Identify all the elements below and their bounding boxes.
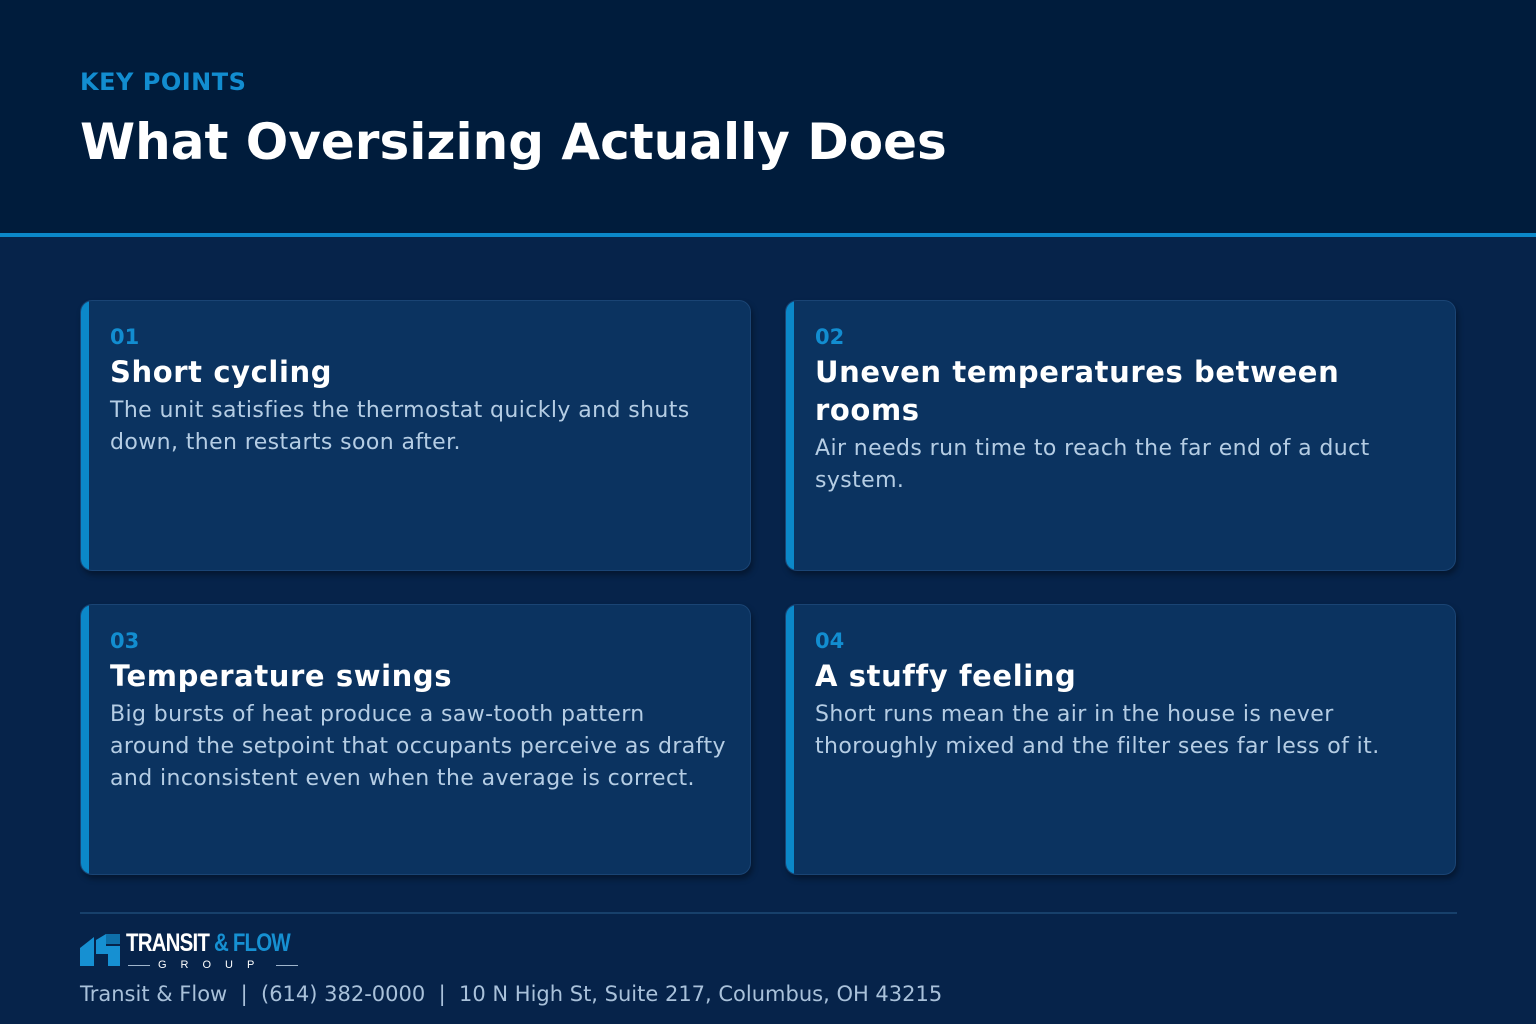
logo-rule-right: [276, 964, 299, 966]
card-body: Short runs mean the air in the house is …: [815, 702, 1380, 759]
logo-subline: GROUP: [128, 958, 299, 972]
card-accent-bar: [81, 301, 89, 570]
card-heading: Temperature swings: [110, 659, 453, 693]
header-divider: [0, 233, 1536, 237]
card-accent-bar: [81, 605, 89, 874]
eyebrow-label: KEY POINTS: [80, 68, 247, 96]
header-band: KEY POINTS What Oversizing Actually Does: [0, 0, 1536, 233]
key-point-card-4: 04 A stuffy feeling Short runs mean the …: [785, 604, 1456, 875]
page-title: What Oversizing Actually Does: [80, 113, 947, 171]
key-point-card-2: 02 Uneven temperatures between rooms Air…: [785, 300, 1456, 571]
card-heading: Uneven temperatures between rooms: [815, 355, 1340, 427]
footer-divider: [80, 912, 1457, 914]
card-number: 01: [110, 325, 140, 349]
card-text: A stuffy feeling Short runs mean the air…: [815, 657, 1435, 763]
logo-word-transit: TRANSIT: [126, 929, 210, 957]
card-heading: Short cycling: [110, 355, 333, 389]
transit-flow-logo-mark-icon: [80, 934, 120, 966]
logo-wordmark: TRANSIT & FLOW: [126, 928, 291, 958]
card-number: 04: [815, 629, 845, 653]
card-number: 02: [815, 325, 845, 349]
logo-group-text: GROUP: [158, 959, 269, 971]
company-logo: TRANSIT & FLOW GROUP: [80, 928, 320, 972]
card-text: Temperature swings Big bursts of heat pr…: [110, 657, 730, 795]
footer-contact: Transit & Flow | (614) 382-0000 | 10 N H…: [80, 980, 942, 1008]
card-accent-bar: [786, 605, 794, 874]
logo-rule-left: [128, 964, 150, 966]
contact-line: Transit & Flow | (614) 382-0000 | 10 N H…: [80, 982, 943, 1006]
card-number: 03: [110, 629, 140, 653]
card-body: The unit satisfies the thermostat quickl…: [110, 398, 690, 455]
card-text: Uneven temperatures between rooms Air ne…: [815, 353, 1435, 497]
card-body: Air needs run time to reach the far end …: [815, 436, 1370, 493]
card-body: Big bursts of heat produce a saw-tooth p…: [110, 702, 726, 791]
key-point-card-3: 03 Temperature swings Big bursts of heat…: [80, 604, 751, 875]
logo-word-flow: & FLOW: [213, 929, 291, 957]
key-point-card-1: 01 Short cycling The unit satisfies the …: [80, 300, 751, 571]
card-heading: A stuffy feeling: [815, 659, 1077, 693]
card-text: Short cycling The unit satisfies the the…: [110, 353, 730, 459]
card-accent-bar: [786, 301, 794, 570]
